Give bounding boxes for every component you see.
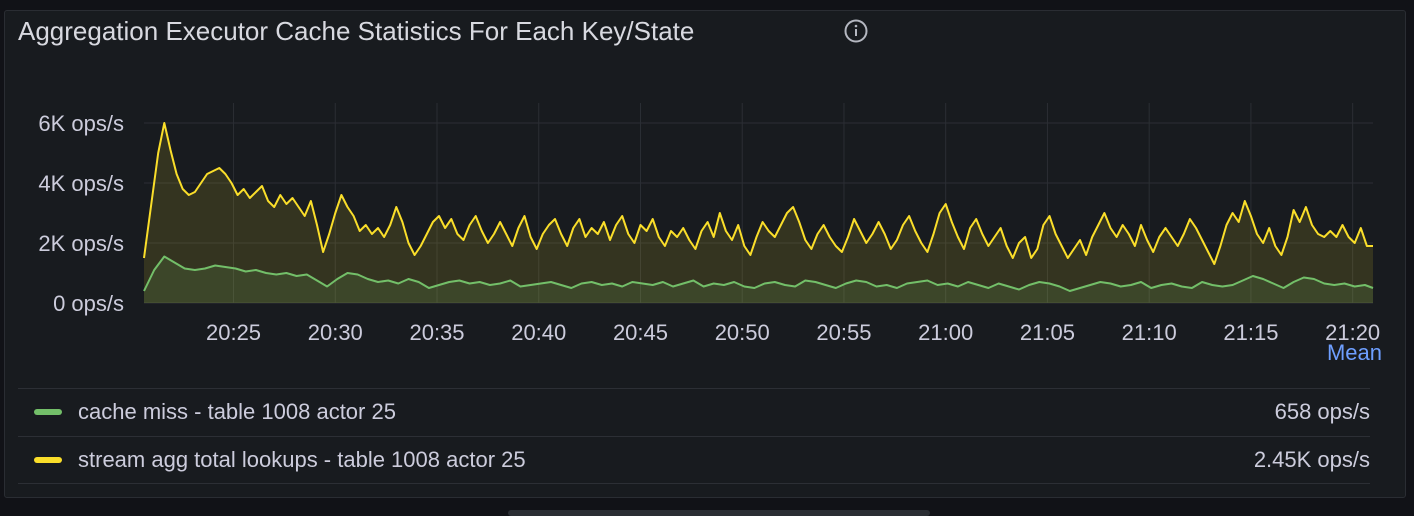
y-axis: 0 ops/s 2K ops/s 4K ops/s 6K ops/s [38, 111, 124, 316]
x-tick-label: 21:10 [1122, 320, 1177, 345]
x-tick-label: 20:40 [511, 320, 566, 345]
legend-series-mean: 658 ops/s [1274, 399, 1370, 424]
x-tick-label: 21:15 [1223, 320, 1278, 345]
x-tick-label: 21:05 [1020, 320, 1075, 345]
x-tick-label: 21:20 [1325, 320, 1380, 345]
series-line-1 [143, 122, 1373, 265]
chart-panel [4, 10, 1406, 498]
y-tick-label: 0 ops/s [53, 291, 124, 316]
y-tick-label: 4K ops/s [38, 171, 124, 196]
x-tick-label: 20:30 [308, 320, 363, 345]
legend-series-name: cache miss - table 1008 actor 25 [78, 399, 396, 424]
x-tick-label: 21:00 [918, 320, 973, 345]
x-tick-label: 20:25 [206, 320, 261, 345]
series-area-0 [144, 256, 1373, 303]
series-area-1 [144, 123, 1373, 303]
series-line-0 [143, 255, 1374, 292]
info-circle-icon[interactable] [844, 19, 868, 43]
legend-swatch-green [34, 409, 62, 415]
legend-series-name: stream agg total lookups - table 1008 ac… [78, 447, 526, 472]
chart-grid [144, 103, 1373, 304]
y-tick-label: 2K ops/s [38, 231, 124, 256]
scrollbar[interactable] [508, 510, 930, 516]
legend-item-total-lookups[interactable]: stream agg total lookups - table 1008 ac… [18, 436, 1370, 484]
panel-title[interactable]: Aggregation Executor Cache Statistics Fo… [18, 16, 695, 46]
x-tick-label: 20:35 [409, 320, 464, 345]
legend-item-cache-miss[interactable]: cache miss - table 1008 actor 25 658 ops… [18, 388, 1370, 436]
chart-series [143, 122, 1374, 303]
legend-series-mean: 2.45K ops/s [1253, 447, 1370, 472]
x-tick-label: 20:45 [613, 320, 668, 345]
x-tick-label: 20:50 [715, 320, 770, 345]
legend-swatch-yellow [34, 457, 62, 463]
x-tick-label: 20:55 [816, 320, 871, 345]
legend-mean-header[interactable]: Mean [1326, 340, 1382, 365]
x-axis: 20:25 20:30 20:35 20:40 20:45 20:50 20:55 21:00… [206, 320, 1380, 345]
chart-plot-area[interactable]: 0 ops/s2K ops/s4K ops/s6K ops/s 20:25 20:… [0, 0, 1414, 360]
y-tick-label: 6K ops/s [38, 111, 124, 136]
